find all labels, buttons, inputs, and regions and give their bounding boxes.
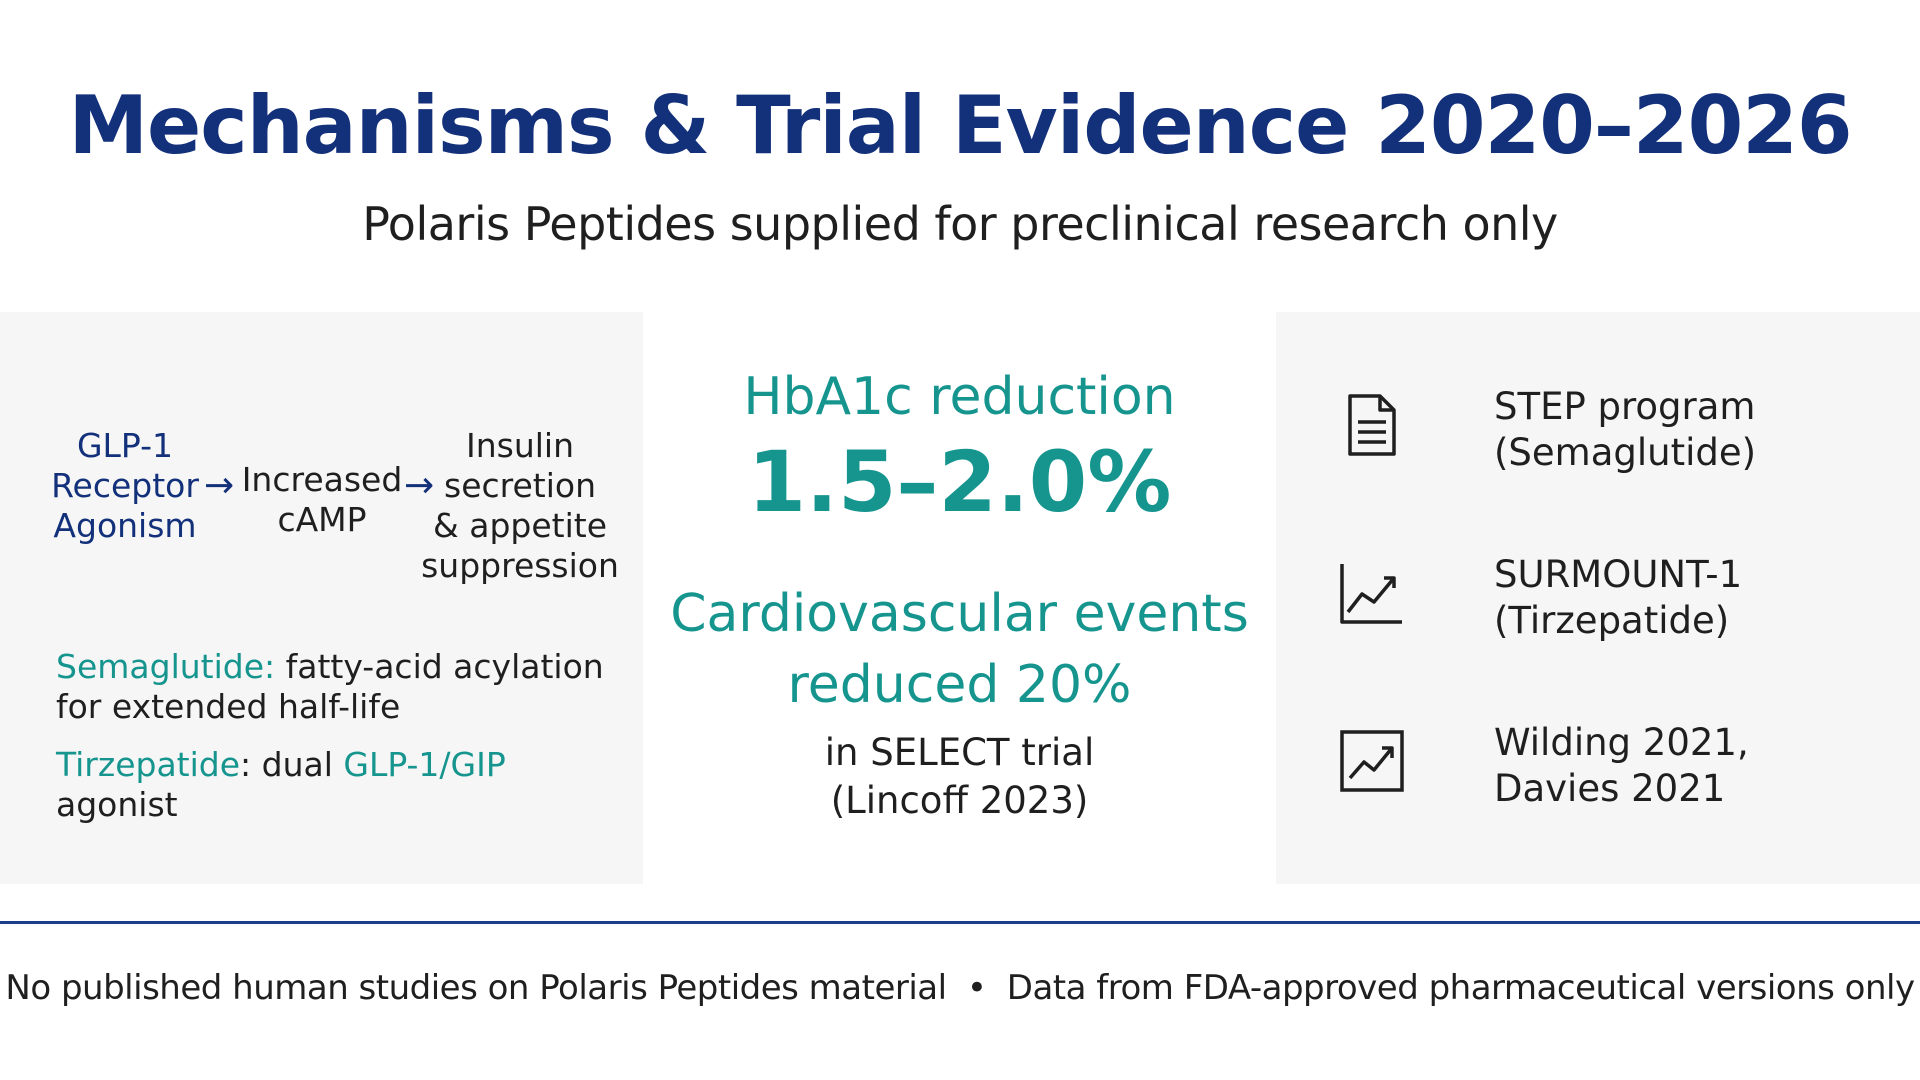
note-text: agonist — [56, 785, 178, 824]
reference-item: Wilding 2021, Davies 2021 — [1336, 720, 1896, 820]
reference-subtitle: (Tirzepatide) — [1494, 599, 1730, 642]
cv-source-line2: (Lincoff 2023) — [830, 779, 1089, 822]
drug-name: Semaglutide — [56, 647, 265, 686]
reference-title: SURMOUNT-1 — [1494, 553, 1743, 596]
trend-chart-icon — [1340, 564, 1402, 624]
footer-disclaimer: No published human studies on Polaris Pe… — [0, 968, 1920, 1008]
arrow-icon: → — [204, 465, 235, 506]
note-semaglutide: Semaglutide: fatty-acid acylation for ex… — [56, 647, 616, 727]
note-highlight: GLP-1/GIP — [343, 745, 506, 784]
hba1c-label: HbA1c reduction — [743, 367, 1176, 427]
flow-node-camp: Increased cAMP — [240, 460, 404, 540]
reference-item: SURMOUNT-1 (Tirzepatide) — [1336, 552, 1896, 652]
document-icon — [1348, 394, 1396, 456]
reference-title: Wilding 2021, — [1494, 721, 1749, 764]
note-text: fatty-acid acylation — [275, 647, 604, 686]
cv-source-line1: in SELECT trial — [824, 731, 1095, 774]
note-sep: : — [240, 745, 252, 784]
page-subtitle: Polaris Peptides supplied for preclinica… — [362, 197, 1558, 251]
flow-node-line: GLP-1 — [76, 426, 174, 465]
footer-bullet: • — [966, 968, 987, 1008]
trend-chart-box-icon — [1340, 730, 1404, 792]
hba1c-value: 1.5–2.0% — [747, 433, 1172, 531]
flow-node-line: secretion — [444, 466, 596, 505]
drug-name: Tirzepatide — [56, 745, 241, 784]
note-line: Tirzepatide: dual GLP-1/GIP — [56, 745, 616, 785]
footer-text-left: No published human studies on Polaris Pe… — [5, 968, 947, 1008]
cv-events-line1: Cardiovascular events — [670, 584, 1249, 644]
note-line: Semaglutide: fatty-acid acylation — [56, 647, 616, 687]
note-text: dual — [251, 745, 344, 784]
flow-node-glp1: GLP-1 Receptor Agonism — [40, 426, 210, 546]
page-title: Mechanisms & Trial Evidence 2020–2026 — [68, 79, 1852, 172]
flow-node-line: cAMP — [277, 500, 367, 539]
note-text: for extended half-life — [56, 687, 401, 726]
cv-events-line2: reduced 20% — [787, 655, 1132, 715]
divider — [0, 921, 1920, 924]
footer-text-right: Data from FDA-approved pharmaceutical ve… — [1006, 968, 1915, 1008]
reference-text: Wilding 2021, Davies 2021 — [1494, 720, 1749, 812]
reference-title: STEP program — [1494, 385, 1756, 428]
reference-subtitle: Davies 2021 — [1494, 767, 1726, 810]
arrow-icon: → — [404, 465, 435, 506]
note-tirzepatide: Tirzepatide: dual GLP-1/GIP agonist — [56, 745, 616, 825]
reference-subtitle: (Semaglutide) — [1494, 431, 1757, 474]
note-sep: : — [264, 647, 276, 686]
stats-panel: HbA1c reduction 1.5–2.0% Cardiovascular … — [643, 312, 1276, 884]
flow-node-line: Agonism — [53, 506, 197, 545]
flow-node-line: suppression — [421, 546, 619, 585]
flow-node-line: Insulin — [465, 426, 574, 465]
references-panel: STEP program (Semaglutide) SURMOUNT-1 (T… — [1276, 312, 1920, 884]
reference-item: STEP program (Semaglutide) — [1336, 384, 1896, 484]
flow-node-insulin: Insulin secretion & appetite suppression — [420, 426, 620, 586]
reference-text: SURMOUNT-1 (Tirzepatide) — [1494, 552, 1742, 644]
flow-node-line: & appetite — [433, 506, 607, 545]
flow-node-line: Increased — [241, 460, 403, 499]
reference-text: STEP program (Semaglutide) — [1494, 384, 1756, 476]
mechanism-panel: GLP-1 Receptor Agonism → Increased cAMP … — [0, 312, 643, 884]
flow-node-line: Receptor — [51, 466, 199, 505]
